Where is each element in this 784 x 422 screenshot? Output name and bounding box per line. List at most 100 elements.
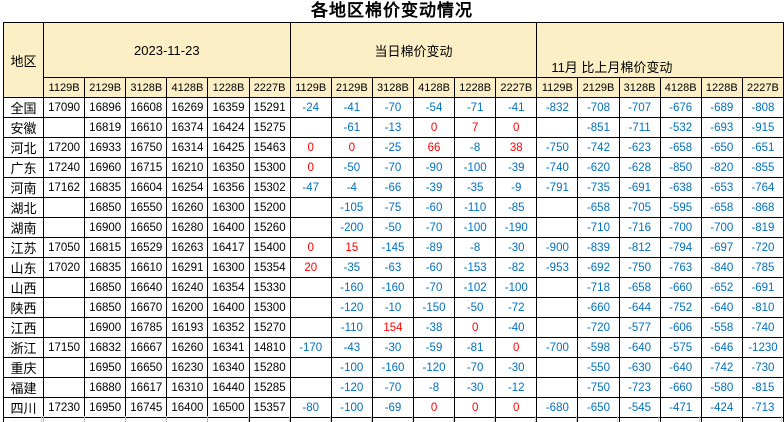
price-cell[interactable]: 16341 — [207, 337, 250, 358]
daily-change-cell[interactable]: -50 — [454, 297, 497, 318]
price-cell[interactable]: 17090 — [42, 97, 86, 118]
daily-change-cell[interactable]: -85 — [495, 197, 538, 218]
monthly-change-cell[interactable]: -638 — [659, 177, 702, 198]
daily-change-cell[interactable]: -12 — [495, 377, 538, 398]
region-cell[interactable]: 重庆 — [3, 357, 44, 378]
price-cell[interactable]: 15260 — [248, 217, 291, 238]
price-cell[interactable]: 16230 — [166, 357, 209, 378]
monthly-change-cell[interactable]: -644 — [618, 297, 661, 318]
daily-change-cell[interactable]: 66 — [412, 137, 456, 158]
monthly-change-cell[interactable]: -716 — [618, 217, 661, 238]
region-cell[interactable]: 福建 — [3, 377, 44, 398]
daily-change-cell[interactable]: -170 — [289, 337, 332, 358]
daily-change-cell[interactable]: -61 — [330, 117, 373, 138]
monthly-change-cell[interactable]: -711 — [618, 117, 661, 138]
monthly-change-cell[interactable]: -750 — [618, 257, 661, 278]
daily-change-cell[interactable]: -100 — [454, 157, 497, 178]
daily-change-cell[interactable]: -43 — [330, 337, 373, 358]
monthly-change-cell[interactable] — [536, 377, 579, 398]
daily-change-cell[interactable]: 0 — [495, 337, 538, 358]
monthly-change-cell[interactable]: -850 — [659, 157, 702, 178]
monthly-change-cell[interactable]: -953 — [536, 257, 579, 278]
daily-change-cell[interactable]: -100 — [330, 397, 373, 418]
daily-change-cell[interactable]: -47 — [289, 177, 332, 198]
daily-change-cell[interactable]: -50 — [330, 157, 373, 178]
region-cell[interactable]: 山东 — [3, 257, 44, 278]
daily-change-cell[interactable]: -190 — [495, 217, 538, 238]
region-cell[interactable]: 湖南 — [3, 217, 44, 238]
price-cell[interactable]: 14810 — [248, 337, 291, 358]
daily-change-cell[interactable]: -40 — [495, 317, 538, 338]
daily-change-cell[interactable]: -30 — [454, 377, 497, 398]
monthly-change-cell[interactable]: -650 — [577, 397, 620, 418]
price-cell[interactable]: 15280 — [248, 357, 291, 378]
col-header-3128b-g1[interactable]: 3128B — [125, 77, 168, 98]
daily-change-cell[interactable] — [289, 357, 332, 378]
price-cell[interactable]: 15275 — [248, 117, 291, 138]
col-header-2227b-g1[interactable]: 2227B — [248, 77, 291, 98]
monthly-change-cell[interactable] — [536, 317, 579, 338]
price-cell[interactable]: 16291 — [166, 257, 209, 278]
monthly-change-cell[interactable]: -640 — [618, 337, 661, 358]
region-cell[interactable]: 河北 — [3, 137, 44, 158]
col-header-4128b-g2[interactable]: 4128B — [412, 77, 456, 98]
daily-change-cell[interactable]: -9 — [495, 177, 538, 198]
monthly-change-cell[interactable] — [536, 297, 579, 318]
monthly-change-cell[interactable]: -794 — [659, 237, 702, 258]
daily-change-cell[interactable]: -160 — [371, 277, 414, 298]
monthly-change-cell[interactable]: -646 — [700, 337, 743, 358]
monthly-change-cell[interactable]: -653 — [700, 177, 743, 198]
daily-change-cell[interactable]: -10 — [371, 297, 414, 318]
monthly-change-cell[interactable]: -471 — [659, 397, 702, 418]
daily-change-cell[interactable]: -54 — [412, 97, 456, 118]
monthly-change-cell[interactable]: -791 — [536, 177, 579, 198]
daily-change-cell[interactable] — [289, 317, 332, 338]
monthly-change-cell[interactable]: -650 — [700, 137, 743, 158]
monthly-change-cell[interactable]: -689 — [700, 97, 743, 118]
monthly-change-cell[interactable]: -785 — [741, 257, 784, 278]
monthly-change-cell[interactable] — [536, 217, 579, 238]
monthly-change-cell[interactable]: -740 — [536, 157, 579, 178]
col-header-2227b-g2[interactable]: 2227B — [495, 77, 538, 98]
monthly-change-cell[interactable]: -915 — [741, 117, 784, 138]
monthly-change-cell[interactable]: -692 — [577, 257, 620, 278]
price-cell[interactable] — [42, 277, 86, 298]
monthly-change-cell[interactable]: -707 — [618, 97, 661, 118]
price-cell[interactable]: 16193 — [166, 317, 209, 338]
price-cell[interactable] — [42, 377, 86, 398]
monthly-change-cell[interactable]: -651 — [741, 137, 784, 158]
daily-change-cell[interactable]: -41 — [495, 97, 538, 118]
price-cell[interactable]: 16750 — [125, 137, 168, 158]
daily-change-cell[interactable]: -8 — [454, 237, 497, 258]
daily-change-cell[interactable]: -4 — [330, 177, 373, 198]
monthly-change-cell[interactable]: -723 — [618, 377, 661, 398]
region-cell[interactable]: 湖北 — [3, 197, 44, 218]
price-cell[interactable]: 16440 — [207, 377, 250, 398]
group-header-date[interactable]: 2023-11-23 — [43, 22, 291, 78]
monthly-change-cell[interactable]: -658 — [577, 197, 620, 218]
price-cell[interactable]: 16374 — [166, 117, 209, 138]
price-cell[interactable]: 16340 — [207, 357, 250, 378]
price-cell[interactable] — [42, 197, 86, 218]
price-cell[interactable]: 16260 — [166, 197, 209, 218]
monthly-change-cell[interactable]: -752 — [659, 297, 702, 318]
daily-change-cell[interactable]: -89 — [412, 237, 456, 258]
monthly-change-cell[interactable]: -740 — [741, 317, 784, 338]
monthly-change-cell[interactable]: -623 — [618, 137, 661, 158]
monthly-change-cell[interactable]: -628 — [618, 157, 661, 178]
daily-change-cell[interactable]: -70 — [412, 217, 456, 238]
monthly-change-cell[interactable]: -550 — [577, 357, 620, 378]
daily-change-cell[interactable]: 0 — [454, 397, 497, 418]
price-cell[interactable] — [42, 357, 86, 378]
daily-change-cell[interactable]: -160 — [371, 357, 414, 378]
daily-change-cell[interactable]: -71 — [454, 97, 497, 118]
daily-change-cell[interactable]: 0 — [495, 117, 538, 138]
daily-change-cell[interactable]: -41 — [330, 97, 373, 118]
daily-change-cell[interactable] — [289, 377, 332, 398]
monthly-change-cell[interactable]: -705 — [618, 197, 661, 218]
monthly-change-cell[interactable]: -640 — [700, 297, 743, 318]
price-cell[interactable]: 15354 — [248, 257, 291, 278]
price-cell[interactable]: 16400 — [207, 297, 250, 318]
price-cell[interactable]: 16417 — [207, 237, 250, 258]
price-cell[interactable]: 16850 — [84, 297, 127, 318]
